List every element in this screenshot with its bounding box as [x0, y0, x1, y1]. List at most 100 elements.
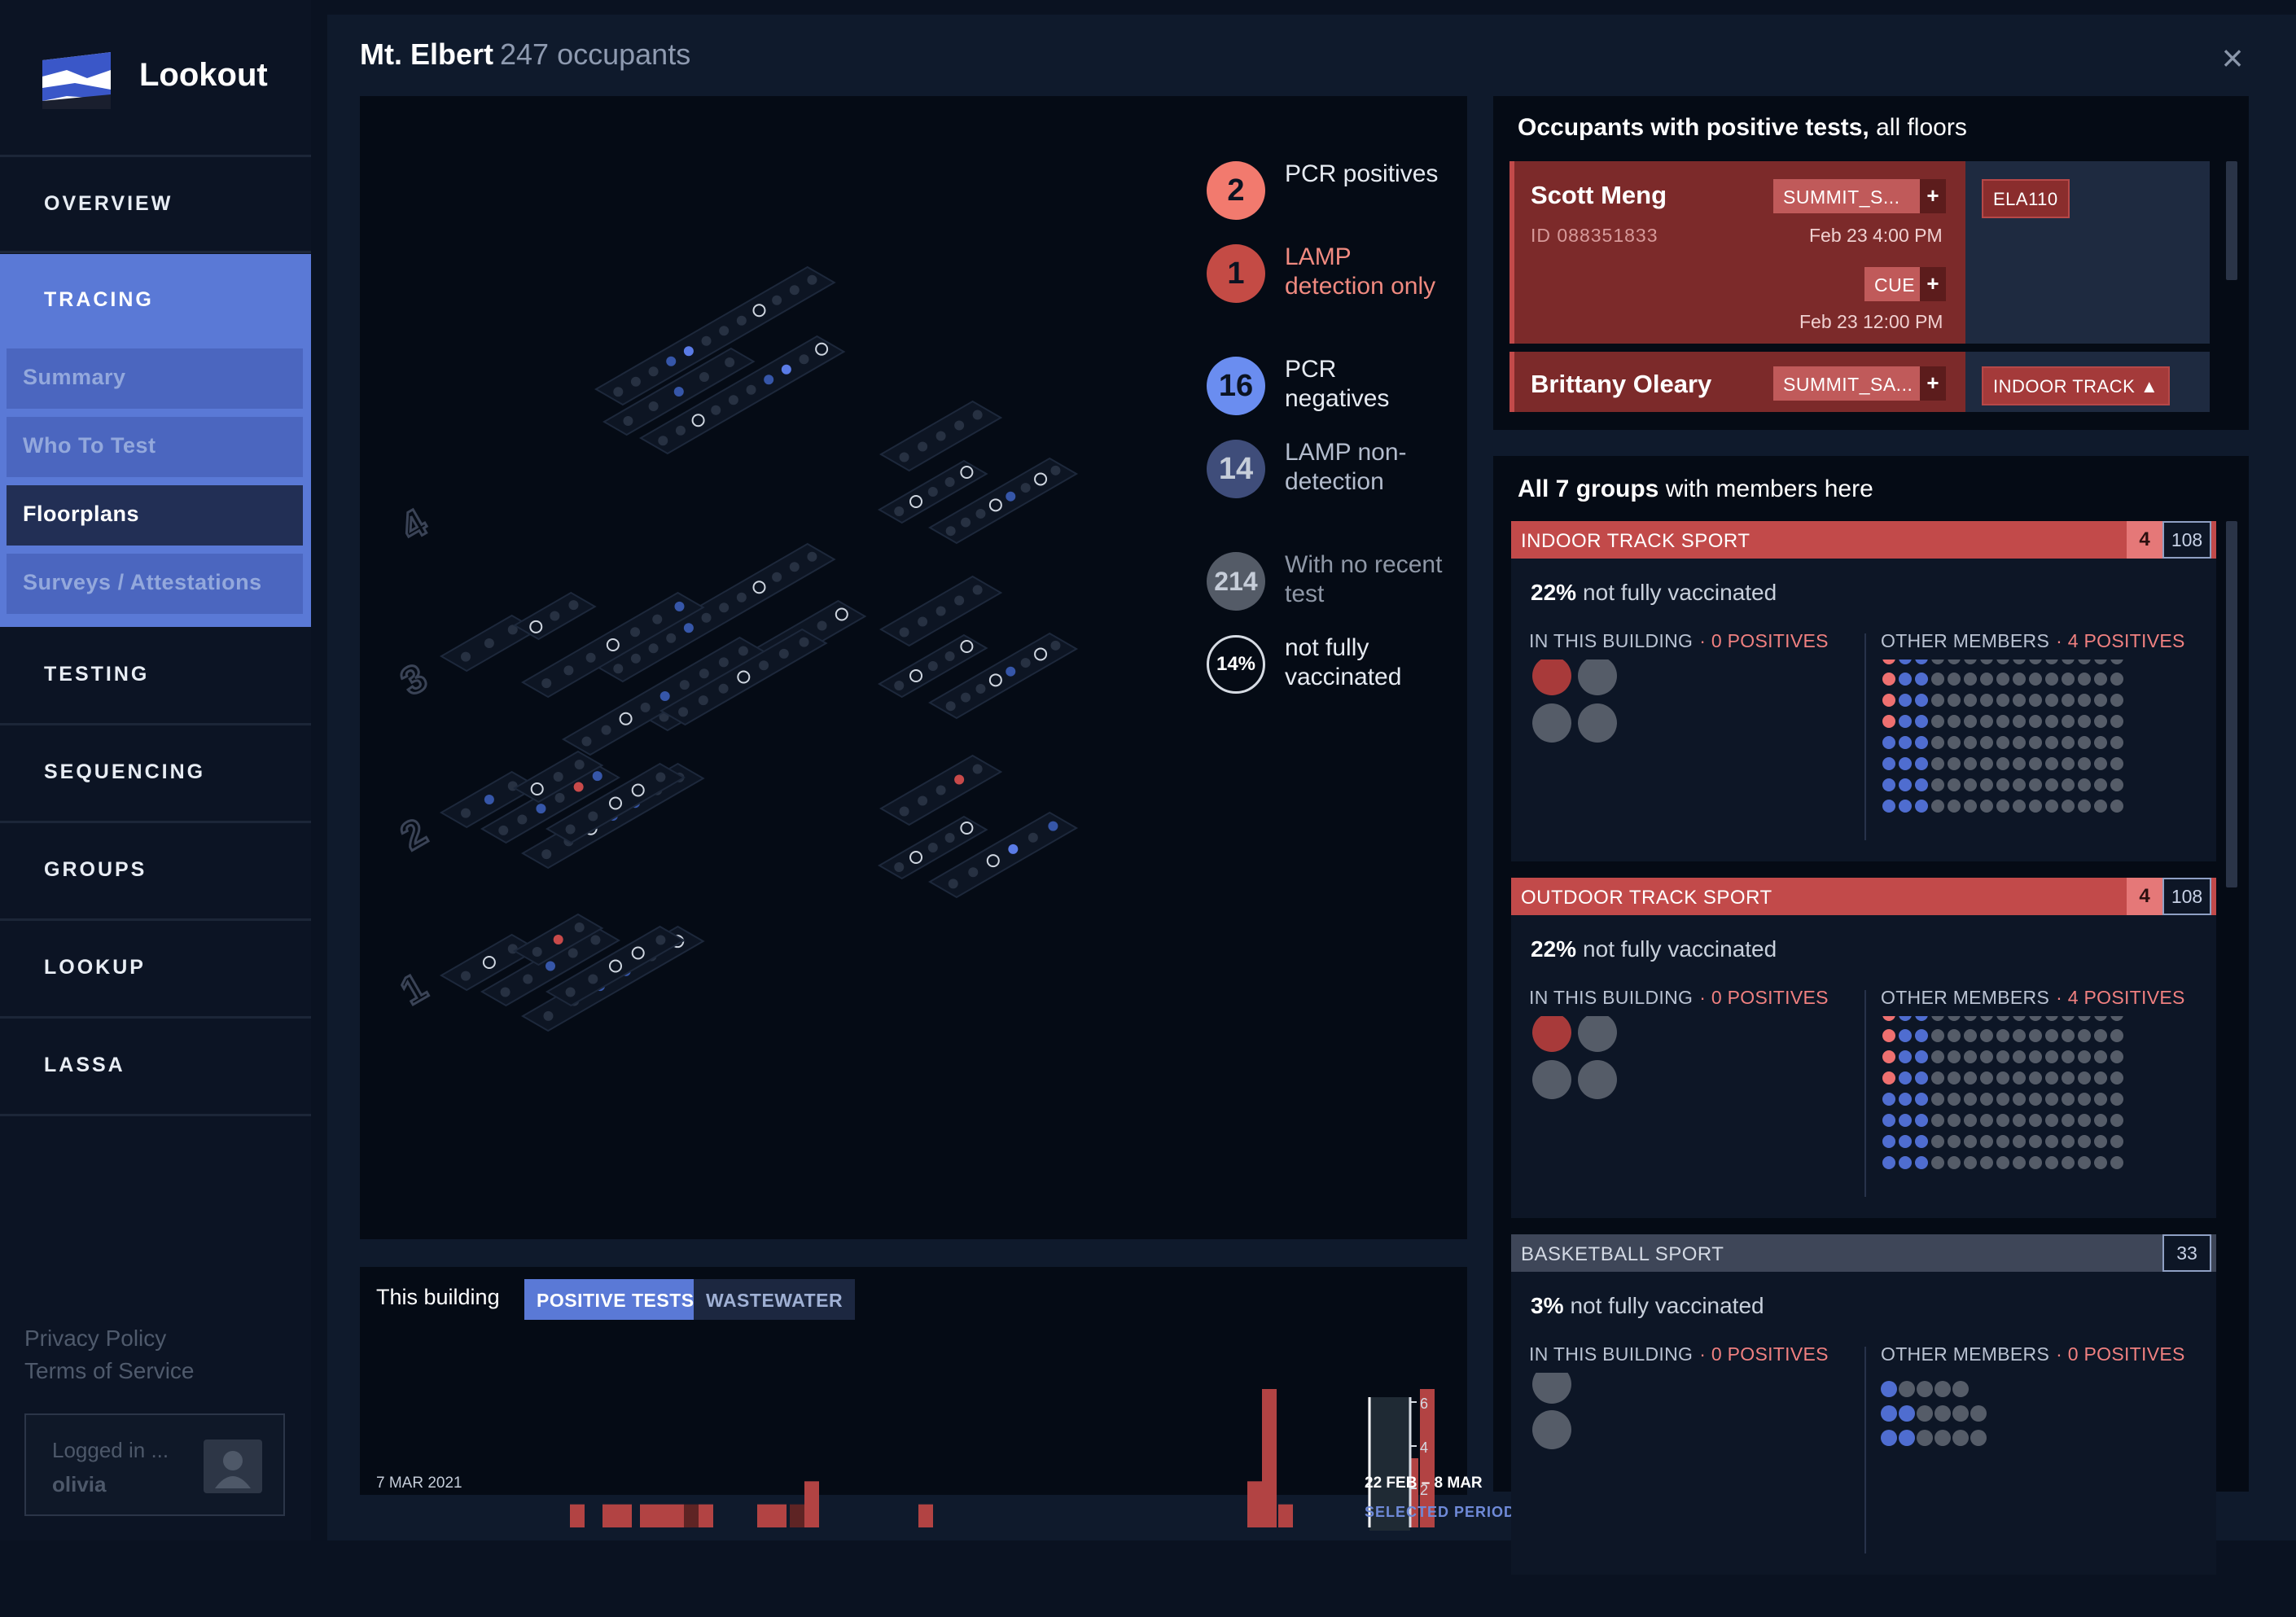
member-dot[interactable]: [1915, 694, 1928, 707]
member-dot[interactable]: [2110, 1114, 2123, 1127]
chart-bar[interactable]: [1278, 1504, 1293, 1527]
member-dot[interactable]: [1996, 660, 2009, 664]
tab-positive-tests[interactable]: POSITIVE TESTS: [524, 1279, 707, 1320]
member-dot[interactable]: [1996, 1029, 2009, 1042]
member-dot[interactable]: [2062, 1093, 2075, 1106]
member-dot[interactable]: [1931, 1093, 1944, 1106]
member-dot[interactable]: [1980, 1071, 1993, 1085]
member-dot[interactable]: [1964, 1016, 1977, 1021]
member-dot[interactable]: [2013, 757, 2026, 770]
member-dot[interactable]: [1980, 715, 1993, 728]
member-dot[interactable]: [2110, 715, 2123, 728]
member-dot[interactable]: [2110, 1029, 2123, 1042]
member-dot[interactable]: [2062, 1135, 2075, 1148]
member-dot[interactable]: [1980, 1156, 1993, 1169]
member-dot[interactable]: [1931, 757, 1944, 770]
member-dot[interactable]: [1948, 1156, 1961, 1169]
member-dot[interactable]: [2029, 1050, 2042, 1063]
member-dot[interactable]: [1931, 673, 1944, 686]
member-dot[interactable]: [1931, 1016, 1944, 1021]
member-dot[interactable]: [1881, 1430, 1897, 1446]
group-card[interactable]: OUTDOOR TRACK SPORT 4 108 22% not fully vacc…: [1511, 878, 2216, 1218]
member-dot[interactable]: [1948, 1135, 1961, 1148]
member-dot[interactable]: [1899, 1114, 1912, 1127]
chart-bar[interactable]: [669, 1504, 684, 1527]
member-dot[interactable]: [1970, 1405, 1987, 1422]
floor-number-label[interactable]: 3: [392, 655, 436, 705]
member-dot[interactable]: [2045, 1050, 2058, 1063]
subnav-surveys[interactable]: Surveys / Attestations: [7, 554, 303, 614]
member-dot[interactable]: [1996, 1050, 2009, 1063]
member-dot[interactable]: [2045, 757, 2058, 770]
member-dot[interactable]: [2045, 715, 2058, 728]
floorplan-map[interactable]: 1 2 3 4: [360, 96, 1467, 1239]
expand-plus-icon[interactable]: +: [1920, 267, 1946, 301]
member-dot[interactable]: [1980, 800, 1993, 813]
member-dot[interactable]: [1882, 715, 1895, 728]
member-dot[interactable]: [1964, 757, 1977, 770]
member-dot[interactable]: [1996, 1093, 2009, 1106]
member-dot[interactable]: [1882, 1050, 1895, 1063]
member-dot[interactable]: [1899, 1050, 1912, 1063]
member-dot[interactable]: [1899, 1093, 1912, 1106]
floor-number-label[interactable]: 4: [392, 500, 436, 550]
member-dot[interactable]: [2045, 1029, 2058, 1042]
member-dot[interactable]: [1970, 1430, 1987, 1446]
member-dot[interactable]: [1948, 715, 1961, 728]
chart-bar[interactable]: [602, 1504, 617, 1527]
nav-lookup[interactable]: LOOKUP: [44, 956, 146, 979]
member-dot[interactable]: [1964, 1135, 1977, 1148]
member-dot[interactable]: [2045, 660, 2058, 664]
member-dot[interactable]: [2094, 778, 2107, 791]
positive-tests-chart[interactable]: 6 4 2 7 MAR 2021 22 FEB – 8 MAR SELECTED PERI…: [360, 1303, 1549, 1531]
member-dot[interactable]: [1996, 1016, 2009, 1021]
member-dot[interactable]: [1980, 673, 1993, 686]
member-dot[interactable]: [1948, 800, 1961, 813]
member-dot[interactable]: [2110, 694, 2123, 707]
member-dot[interactable]: [1952, 1381, 1969, 1397]
member-dot-grid[interactable]: [1511, 1373, 2216, 1617]
member-dot[interactable]: [2045, 1156, 2058, 1169]
member-dot[interactable]: [2078, 715, 2091, 728]
member-dot[interactable]: [1532, 1410, 1571, 1449]
occupants-scrollbar[interactable]: [2226, 161, 2237, 280]
member-dot[interactable]: [1915, 1135, 1928, 1148]
chart-bar[interactable]: [918, 1504, 933, 1527]
member-dot[interactable]: [1578, 660, 1617, 695]
member-dot[interactable]: [2045, 694, 2058, 707]
member-dot[interactable]: [2078, 1016, 2091, 1021]
chart-bar[interactable]: [1262, 1389, 1277, 1527]
chart-bar[interactable]: [790, 1504, 804, 1527]
member-dot[interactable]: [1915, 1156, 1928, 1169]
member-dot[interactable]: [2078, 1156, 2091, 1169]
member-dot[interactable]: [1532, 703, 1571, 743]
member-dot[interactable]: [1996, 1156, 2009, 1169]
member-dot[interactable]: [2013, 673, 2026, 686]
member-dot[interactable]: [1948, 673, 1961, 686]
member-dot[interactable]: [1964, 1114, 1977, 1127]
member-dot[interactable]: [2062, 1156, 2075, 1169]
member-dot[interactable]: [1917, 1405, 1933, 1422]
group-name[interactable]: INDOOR TRACK SPORT: [1511, 521, 2216, 559]
member-dot[interactable]: [2029, 694, 2042, 707]
member-dot[interactable]: [1915, 1114, 1928, 1127]
member-dot[interactable]: [2062, 694, 2075, 707]
member-dot[interactable]: [2029, 1156, 2042, 1169]
member-dot[interactable]: [1899, 778, 1912, 791]
member-dot[interactable]: [2013, 1071, 2026, 1085]
member-dot[interactable]: [2094, 736, 2107, 749]
member-dot[interactable]: [1578, 703, 1617, 743]
member-dot[interactable]: [2013, 1093, 2026, 1106]
member-dot[interactable]: [2078, 1050, 2091, 1063]
member-dot[interactable]: [1964, 1071, 1977, 1085]
member-dot[interactable]: [2045, 800, 2058, 813]
member-dot[interactable]: [1882, 1135, 1895, 1148]
member-dot[interactable]: [2045, 1071, 2058, 1085]
member-dot[interactable]: [1915, 1016, 1928, 1021]
member-dot[interactable]: [1578, 1016, 1617, 1052]
member-dot[interactable]: [2094, 1071, 2107, 1085]
member-dot[interactable]: [2029, 1135, 2042, 1148]
member-dot[interactable]: [1980, 1114, 1993, 1127]
member-dot[interactable]: [2029, 800, 2042, 813]
member-dot[interactable]: [2013, 694, 2026, 707]
